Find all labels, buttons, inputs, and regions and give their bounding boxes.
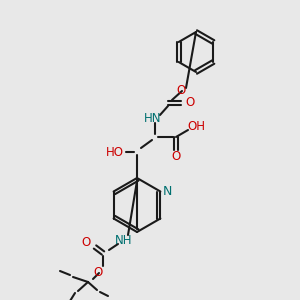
Text: O: O xyxy=(171,149,181,163)
Text: OH: OH xyxy=(187,121,205,134)
Text: NH: NH xyxy=(115,235,133,248)
Text: HO: HO xyxy=(106,146,124,158)
Text: N: N xyxy=(163,185,172,198)
Text: O: O xyxy=(81,236,91,248)
Text: O: O xyxy=(185,97,195,110)
Text: HN: HN xyxy=(144,112,162,124)
Text: O: O xyxy=(176,85,186,98)
Text: O: O xyxy=(93,266,103,278)
